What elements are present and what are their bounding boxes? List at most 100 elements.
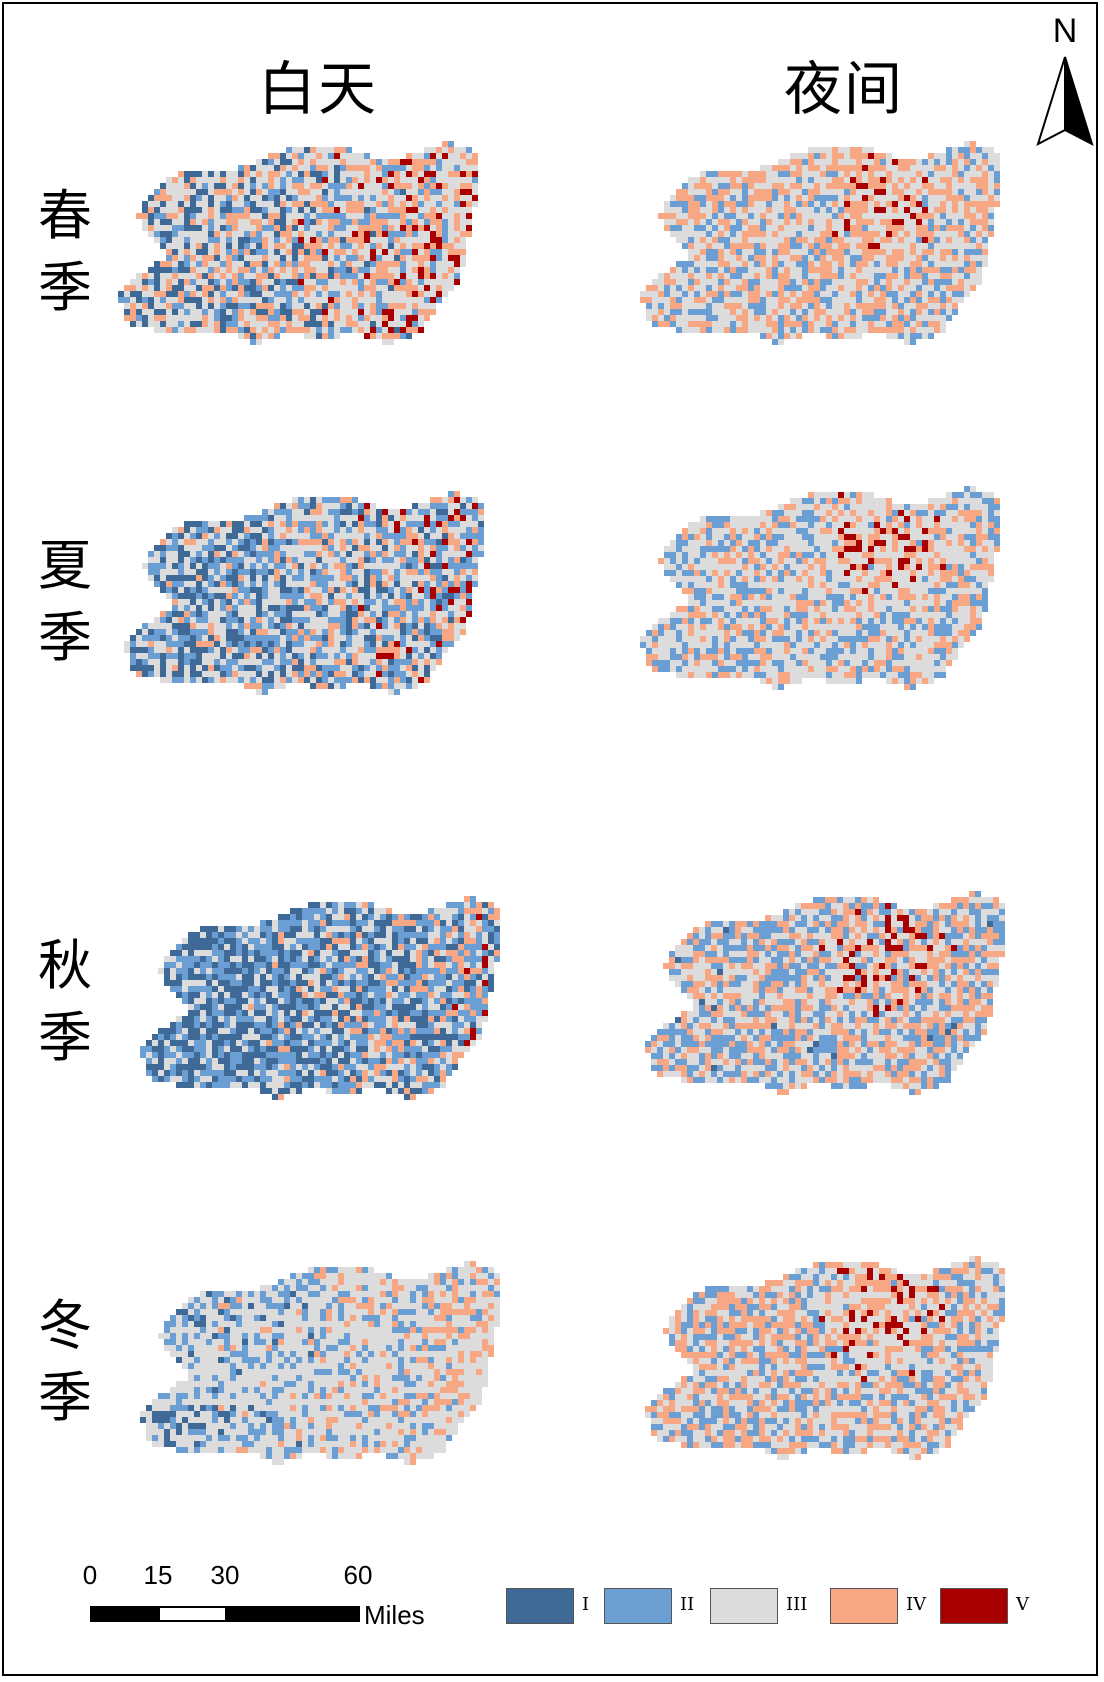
map-cell-class-i bbox=[256, 291, 262, 297]
map-cell-class-iii bbox=[202, 237, 208, 243]
map-cell-class-iv bbox=[868, 327, 874, 333]
map-cell-class-iv bbox=[736, 243, 742, 249]
map-cell-class-ii bbox=[262, 683, 268, 689]
map-cell-class-ii bbox=[472, 509, 478, 515]
map-cell-class-ii bbox=[736, 249, 742, 255]
map-cell-class-iv bbox=[226, 261, 232, 267]
map-cell-class-i bbox=[160, 671, 166, 677]
map-cell-class-iii bbox=[814, 327, 820, 333]
map-cell-class-iv bbox=[412, 243, 418, 249]
map-cell-class-iii bbox=[472, 497, 478, 503]
map-cell-class-iv bbox=[268, 219, 274, 225]
map-cell-class-iv bbox=[928, 183, 934, 189]
map-cell-class-iii bbox=[304, 533, 310, 539]
map-cell-class-ii bbox=[334, 617, 340, 623]
map-cell-class-i bbox=[160, 267, 166, 273]
map-cell-class-ii bbox=[808, 510, 814, 516]
map-cell-class-iv bbox=[868, 249, 874, 255]
map-cell-class-iii bbox=[442, 255, 448, 261]
map-cell-class-iii bbox=[370, 515, 376, 521]
map-cell-class-iii bbox=[856, 327, 862, 333]
map-cell-class-iv bbox=[472, 153, 478, 159]
map-cell-class-iii bbox=[166, 551, 172, 557]
map-cell-class-iv bbox=[916, 255, 922, 261]
map-cell-class-v bbox=[424, 243, 430, 249]
map-cell-class-ii bbox=[436, 201, 442, 207]
map-cell-class-iii bbox=[964, 225, 970, 231]
map-cell-class-iii bbox=[730, 279, 736, 285]
map-cell-class-iii bbox=[190, 303, 196, 309]
map-cell-class-i bbox=[178, 575, 184, 581]
map-cell-class-iv bbox=[430, 213, 436, 219]
map-cell-class-ii bbox=[424, 635, 430, 641]
map-cell-class-iii bbox=[394, 201, 400, 207]
map-cell-class-ii bbox=[430, 521, 436, 527]
map-cell-class-iii bbox=[238, 297, 244, 303]
map-cell-class-iv bbox=[292, 309, 298, 315]
map-cell-class-iv bbox=[940, 165, 946, 171]
map-cell-class-iv bbox=[454, 171, 460, 177]
map-cell-class-iii bbox=[784, 225, 790, 231]
map-cell-class-iii bbox=[250, 243, 256, 249]
map-cell-class-iv bbox=[916, 303, 922, 309]
map-cell-class-iv bbox=[754, 285, 760, 291]
map-cell-class-iii bbox=[748, 273, 754, 279]
map-cell-class-iv bbox=[298, 231, 304, 237]
map-cell-class-iii bbox=[922, 261, 928, 267]
map-cell-class-iii bbox=[742, 291, 748, 297]
map-cell-class-ii bbox=[910, 291, 916, 297]
map-cell-class-iv bbox=[826, 498, 832, 504]
map-cell-class-iii bbox=[280, 321, 286, 327]
map-cell-class-iv bbox=[388, 159, 394, 165]
map-cell-class-v bbox=[370, 327, 376, 333]
map-cell-class-iii bbox=[292, 581, 298, 587]
map-cell-class-iii bbox=[136, 285, 142, 291]
map-cell-class-ii bbox=[760, 309, 766, 315]
map-cell-class-iii bbox=[322, 599, 328, 605]
map-cell-class-iv bbox=[454, 575, 460, 581]
map-cell-class-iv bbox=[316, 255, 322, 261]
map-cell-class-iii bbox=[946, 201, 952, 207]
map-cell-class-iv bbox=[868, 219, 874, 225]
map-cell-class-iv bbox=[952, 165, 958, 171]
map-cell-class-iv bbox=[376, 635, 382, 641]
map-cell-class-ii bbox=[376, 291, 382, 297]
map-cell-class-iii bbox=[916, 249, 922, 255]
map-cell-class-ii bbox=[160, 617, 166, 623]
map-cell-class-ii bbox=[166, 255, 172, 261]
map-cell-class-iii bbox=[208, 309, 214, 315]
map-cell-class-iv bbox=[454, 491, 460, 497]
map-cell-class-iv bbox=[880, 315, 886, 321]
map-cell-class-iii bbox=[256, 659, 262, 665]
map-cell-class-iv bbox=[382, 515, 388, 521]
map-cell-class-iii bbox=[700, 243, 706, 249]
map-cell-class-iii bbox=[418, 219, 424, 225]
map-cell-class-iii bbox=[688, 255, 694, 261]
map-cell-class-iii bbox=[310, 641, 316, 647]
map-cell-class-iv bbox=[142, 285, 148, 291]
map-cell-class-i bbox=[238, 527, 244, 533]
map-cell-class-iii bbox=[352, 159, 358, 165]
map-cell-class-iii bbox=[298, 545, 304, 551]
map-cell-class-ii bbox=[376, 303, 382, 309]
map-cell-class-v bbox=[388, 183, 394, 189]
map-cell-class-iii bbox=[736, 522, 742, 528]
map-cell-class-iii bbox=[886, 315, 892, 321]
map-cell-class-iv bbox=[916, 231, 922, 237]
map-cell-class-iv bbox=[220, 273, 226, 279]
map-cell-class-i bbox=[436, 563, 442, 569]
map-cell-class-iii bbox=[760, 267, 766, 273]
map-cell-class-ii bbox=[442, 237, 448, 243]
map-cell-class-iv bbox=[988, 231, 994, 237]
map-cell-class-iii bbox=[142, 219, 148, 225]
map-cell-class-iv bbox=[334, 309, 340, 315]
map-cell-class-iv bbox=[232, 327, 238, 333]
map-cell-class-ii bbox=[394, 617, 400, 623]
map-cell-class-iv bbox=[436, 147, 442, 153]
map-cell-class-ii bbox=[178, 581, 184, 587]
map-cell-class-ii bbox=[190, 533, 196, 539]
map-cell-class-ii bbox=[898, 333, 904, 339]
map-cell-class-iv bbox=[724, 522, 730, 528]
map-cell-class-iii bbox=[178, 255, 184, 261]
map-cell-class-iii bbox=[298, 165, 304, 171]
